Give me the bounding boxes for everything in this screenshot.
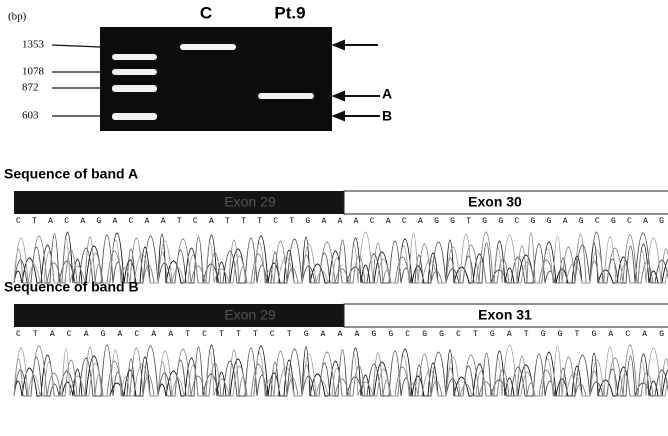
arrows xyxy=(331,39,380,122)
band-label: A xyxy=(382,86,392,102)
unit-label: (bp) xyxy=(8,11,27,23)
marker-label: 1353 xyxy=(22,39,45,51)
marker-label: 872 xyxy=(22,82,39,94)
marker-label: 1078 xyxy=(22,66,45,78)
exon-bar-left xyxy=(14,304,344,327)
chromatogram-trace xyxy=(13,231,668,284)
sequence-bases: C T A C A G A C A A T C A T T T C T G A … xyxy=(16,217,664,226)
marker-label: 603 xyxy=(22,110,39,122)
lane-label: C xyxy=(200,3,212,22)
lane-label: Pt.9 xyxy=(274,3,305,22)
exon-bar-right xyxy=(343,190,668,215)
marker-lines xyxy=(51,44,101,117)
section-title: Sequence of band A xyxy=(4,166,138,182)
band-label: B xyxy=(382,108,392,124)
exon-label: Exon 29 xyxy=(224,194,276,210)
exon-label: Exon 30 xyxy=(468,194,522,210)
exon-label: Exon 31 xyxy=(478,307,532,323)
exon-bar-left xyxy=(14,191,344,214)
sequence-bases: C T A C A G A C A A T C T T T C T G A A … xyxy=(16,330,664,339)
section-title: Sequence of band B xyxy=(4,279,139,295)
chromatogram-trace xyxy=(13,231,668,284)
gel-bands xyxy=(112,44,314,120)
chromatogram-trace xyxy=(13,231,668,284)
chromatogram-trace xyxy=(13,344,668,397)
exon-bar-right xyxy=(343,303,668,328)
chromatogram-trace xyxy=(13,344,668,397)
exon-label: Exon 29 xyxy=(224,307,276,323)
